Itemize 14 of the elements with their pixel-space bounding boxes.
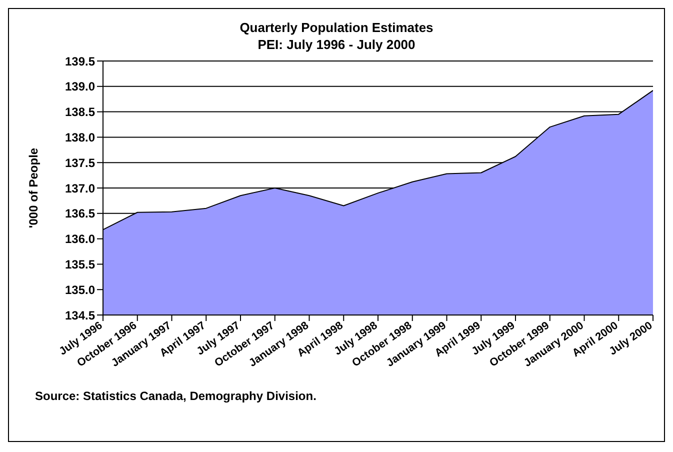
y-tick-label: 138.0 [64,130,96,144]
y-tick-label: 137.5 [64,156,96,170]
y-axis-title: '000 of People [26,148,40,228]
y-tick-label: 135.5 [64,257,96,272]
y-tick-label: 139.0 [64,80,96,94]
y-tick-label: 136.0 [64,232,96,246]
y-tick-label: 137.0 [64,181,96,196]
y-tick-label: 135.0 [64,282,96,297]
y-tick-label: 136.5 [64,206,96,221]
source-note: Source: Statistics Canada, Demography Division. [35,389,316,403]
y-tick-label: 139.5 [64,54,96,68]
chart-title: Quarterly Population Estimates PEI: July 1996 - July 2000 [238,19,434,53]
y-tick-label: 138.5 [64,105,96,120]
y-tick-label: 134.5 [64,308,96,322]
